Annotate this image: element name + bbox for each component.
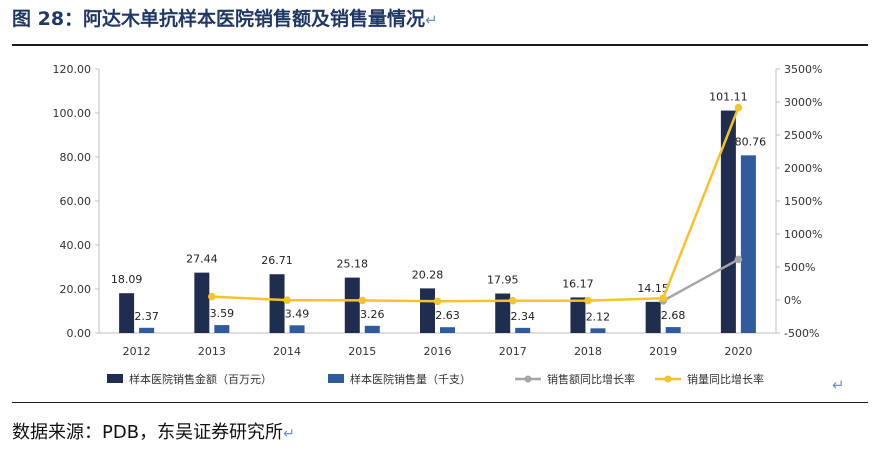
bar-sales-amount bbox=[344, 277, 360, 333]
bar-sales-amount bbox=[119, 293, 135, 333]
data-label-sales-volume: 2.63 bbox=[435, 309, 460, 322]
bar-sales-amount bbox=[420, 288, 435, 333]
data-label-sales-volume: 3.26 bbox=[360, 308, 385, 321]
data-label-sales-amount: 25.18 bbox=[337, 258, 369, 271]
legend-swatch bbox=[107, 374, 123, 383]
right-axis-tick-label: 0% bbox=[784, 294, 801, 307]
series-point-volume-yoy bbox=[358, 296, 367, 305]
bar-sales-amount bbox=[645, 301, 661, 333]
series-point-volume-yoy bbox=[584, 296, 592, 305]
bar-sales-amount bbox=[570, 297, 586, 333]
bar-sales-volume bbox=[665, 327, 681, 333]
chart: 0.00 20.00 40.00 60.00 80.00 100.00 120.00 -500… bbox=[53, 63, 823, 386]
left-axis-tick-label: 120.00 bbox=[53, 63, 92, 76]
data-label-sales-amount: 26.71 bbox=[261, 254, 293, 267]
bar-sales-amount bbox=[194, 272, 210, 333]
series-point-volume-yoy bbox=[283, 296, 291, 304]
legend-marker bbox=[664, 375, 672, 383]
left-axis-tick-label: 100.00 bbox=[53, 107, 92, 120]
bar-sales-volume bbox=[289, 325, 305, 333]
bar-sales-amount bbox=[269, 274, 285, 333]
figure-title-text: 图 28：阿达木单抗样本医院销售额及销售量情况 bbox=[12, 8, 426, 30]
right-axis-tick-label: 2000% bbox=[784, 162, 822, 175]
series-line-volume-yoy bbox=[211, 107, 740, 303]
x-axis-tick-label: 2016 bbox=[424, 345, 452, 358]
bar-sales-volume bbox=[440, 327, 455, 333]
data-label-sales-amount: 20.28 bbox=[412, 268, 444, 281]
series-point-amount-yoy bbox=[734, 255, 743, 264]
data-label-sales-amount: 27.44 bbox=[186, 253, 218, 266]
right-axis-tick-label: 3500% bbox=[784, 63, 822, 76]
bar-sales-volume bbox=[364, 325, 380, 333]
legend-marker bbox=[524, 375, 532, 383]
legend-label: 样本医院销售量（千支） bbox=[350, 372, 471, 386]
source-return-mark: ↵ bbox=[283, 426, 295, 442]
figure-title: 图 28：阿达木单抗样本医院销售额及销售量情况↵ bbox=[12, 4, 438, 31]
legend-label: 销量同比增长率 bbox=[687, 372, 764, 386]
bar-sales-volume bbox=[139, 327, 155, 333]
legend-label: 销售额同比增长率 bbox=[547, 372, 635, 386]
data-label-sales-volume: 2.68 bbox=[661, 309, 686, 322]
legend-swatch bbox=[328, 374, 344, 383]
left-axis-tick-label: 40.00 bbox=[60, 239, 92, 252]
right-axis-tick-label: 1000% bbox=[784, 228, 822, 241]
data-label-sales-volume: 3.49 bbox=[285, 307, 310, 320]
data-label-sales-volume: 3.59 bbox=[210, 307, 235, 320]
right-axis-tick-label: 3000% bbox=[784, 96, 822, 109]
series-point-volume-yoy bbox=[659, 294, 667, 303]
data-label-sales-amount: 17.95 bbox=[487, 274, 519, 287]
data-label-sales-amount: 101.11 bbox=[709, 91, 748, 104]
bar-sales-volume bbox=[214, 325, 230, 333]
x-axis-tick-label: 2014 bbox=[273, 345, 301, 358]
bottom-rule bbox=[12, 402, 868, 403]
series-line-amount-yoy bbox=[662, 258, 739, 302]
data-label-sales-volume: 2.34 bbox=[510, 310, 535, 323]
x-axis-tick-label: 2013 bbox=[198, 345, 226, 358]
source-note: 数据来源：PDB，东吴证券研究所↵ bbox=[12, 418, 295, 444]
x-axis-tick-label: 2020 bbox=[724, 345, 752, 358]
left-axis-tick-label: 80.00 bbox=[60, 151, 92, 164]
right-axis-tick-label: 500% bbox=[784, 261, 815, 274]
right-axis-tick-label: 2500% bbox=[784, 129, 822, 142]
bar-sales-amount bbox=[495, 293, 511, 333]
data-label-sales-volume: 2.37 bbox=[134, 310, 159, 323]
data-label-sales-amount: 14.15 bbox=[637, 282, 669, 295]
left-axis-tick-label: 0.00 bbox=[67, 327, 92, 340]
return-mark: ↵ bbox=[425, 11, 438, 29]
bar-sales-volume bbox=[515, 327, 531, 333]
x-axis-tick-label: 2015 bbox=[348, 345, 376, 358]
legend-label: 样本医院销售金额（百万元） bbox=[129, 372, 272, 386]
data-label-sales-amount: 16.17 bbox=[562, 277, 594, 290]
x-axis-tick-label: 2019 bbox=[649, 345, 677, 358]
series-point-volume-yoy bbox=[508, 296, 517, 305]
top-rule bbox=[12, 44, 868, 46]
series-point-volume-yoy bbox=[433, 297, 442, 306]
x-axis-tick-label: 2018 bbox=[574, 345, 602, 358]
series-point-volume-yoy bbox=[208, 292, 216, 301]
bar-sales-volume bbox=[740, 155, 756, 333]
data-label-sales-volume: 2.12 bbox=[586, 310, 611, 323]
bar-sales-volume bbox=[590, 328, 606, 333]
corner-return-mark: ↵ bbox=[832, 376, 845, 394]
data-label-sales-volume: 80.76 bbox=[735, 135, 767, 148]
left-axis-tick-label: 60.00 bbox=[60, 195, 92, 208]
series-point-volume-yoy bbox=[734, 103, 743, 112]
source-text: 数据来源：PDB，东吴证券研究所 bbox=[12, 422, 284, 443]
x-axis-tick-label: 2017 bbox=[499, 345, 527, 358]
right-axis-tick-label: 1500% bbox=[784, 195, 822, 208]
data-label-sales-amount: 18.09 bbox=[111, 273, 143, 286]
right-axis-tick-label: -500% bbox=[784, 327, 819, 340]
x-axis-tick-label: 2012 bbox=[123, 345, 151, 358]
bar-sales-amount bbox=[720, 110, 736, 333]
left-axis-tick-label: 20.00 bbox=[60, 283, 92, 296]
